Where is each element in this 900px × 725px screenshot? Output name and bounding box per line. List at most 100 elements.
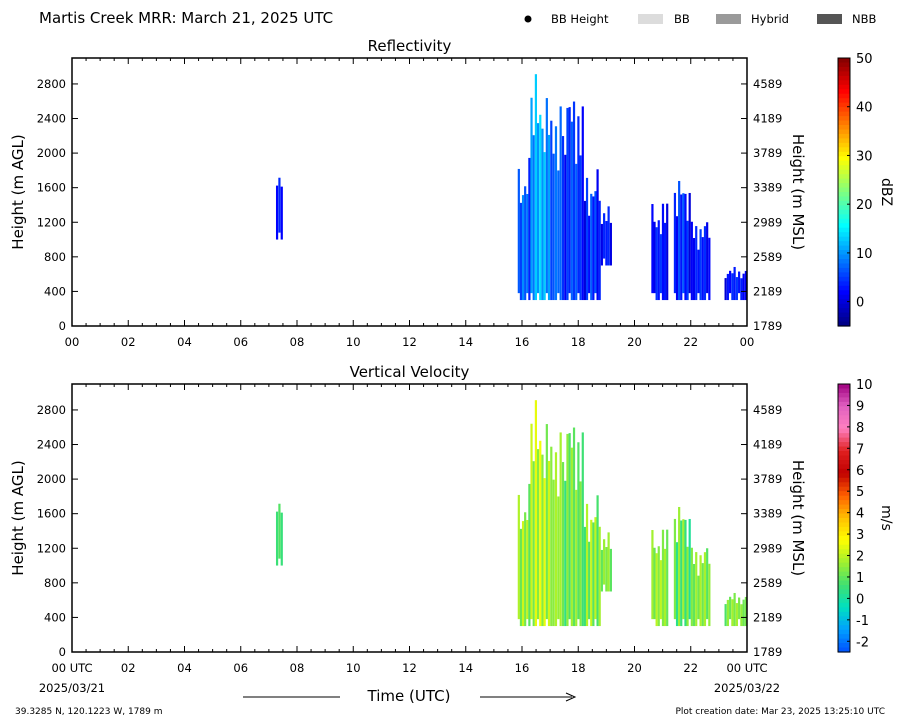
velocity-colorbar-segment [838, 629, 850, 635]
velocity-y-tick-label: 2000 [37, 472, 66, 486]
reflectivity-x-tick-label: 04 [177, 335, 192, 349]
reflectivity-echo-streak [550, 120, 553, 301]
velocity-echo-streak [536, 449, 540, 620]
velocity-y2-tick-label: 2589 [753, 576, 782, 590]
reflectivity-colorbar-segment [838, 223, 850, 229]
reflectivity-echo-streak [278, 177, 281, 233]
reflectivity-colorbar-label: dBZ [878, 178, 894, 206]
velocity-echo-streak [603, 539, 606, 585]
velocity-echo-streak [726, 599, 729, 627]
velocity-echo-streak [581, 432, 584, 627]
velocity-echo-streak [594, 517, 597, 620]
reflectivity-colorbar-segment [838, 71, 850, 77]
velocity-echo-streak [688, 518, 691, 620]
reflectivity-x-tick-label: 06 [233, 335, 248, 349]
reflectivity-echo-streak [275, 185, 279, 240]
velocity-echo [530, 400, 551, 627]
reflectivity-colorbar-segment [838, 303, 850, 309]
velocity-echo-streak [675, 542, 679, 627]
reflectivity-echo-streak [682, 193, 685, 294]
reflectivity-colorbar-segment [838, 227, 850, 233]
reflectivity-echo [517, 157, 531, 301]
velocity-y-tick-label: 0 [59, 645, 66, 659]
velocity-colorbar-segment [838, 571, 850, 577]
figure-title: Martis Creek MRR: March 21, 2025 UTC [39, 9, 333, 27]
reflectivity-colorbar-segment [838, 80, 850, 86]
velocity-echo-streak [561, 462, 565, 627]
reflectivity-colorbar-segment [838, 147, 850, 153]
velocity-y-tick-label: 2800 [37, 403, 66, 417]
reflectivity-echo-streak [547, 134, 551, 301]
reflectivity-echo-streak [564, 154, 567, 301]
reflectivity-echo-streak [572, 101, 576, 301]
velocity-echo [651, 529, 669, 627]
reflectivity-x-tick-label: 14 [458, 335, 473, 349]
reflectivity-colorbar-segment [838, 98, 850, 104]
reflectivity-colorbar-segment [838, 317, 850, 323]
velocity-colorbar-segment [838, 504, 850, 510]
velocity-echo-streak [659, 560, 662, 620]
reflectivity-echo-streak [596, 169, 599, 301]
reflectivity-echo-streak [661, 203, 665, 301]
velocity-y-tick-label: 1600 [37, 507, 66, 521]
velocity-echo-streak [738, 597, 741, 620]
velocity-colorbar-segment [838, 549, 850, 555]
velocity-echo-streak [733, 592, 736, 627]
reflectivity-colorbar: 0 10 20 30 40 50 [837, 52, 873, 327]
velocity-echo-streak [666, 529, 669, 627]
velocity-x-tick-label: 00 UTC [726, 661, 767, 675]
reflectivity-echo-streak [517, 168, 520, 294]
velocity-echo-streak [697, 575, 700, 620]
reflectivity-y2-axis-label: Height (m MSL) [789, 134, 807, 250]
velocity-colorbar-segment [838, 433, 850, 439]
reflectivity-y-tick-label: 1600 [37, 181, 66, 195]
velocity-colorbar-tick-label: 8 [856, 421, 864, 436]
reflectivity-colorbar-tick-label: 50 [856, 52, 873, 67]
reflectivity-x-tick-label: 18 [571, 335, 586, 349]
velocity-x-tick-label: 20 [627, 661, 642, 675]
reflectivity-y2-tick-label: 3389 [753, 181, 782, 195]
velocity-x-tick-label: 14 [458, 661, 473, 675]
velocity-colorbar-segment [838, 397, 850, 403]
reflectivity-colorbar-segment [838, 133, 850, 139]
velocity-echo-streak [708, 563, 711, 627]
velocity-colorbar-segment [838, 558, 850, 564]
velocity-colorbar-tick-label: 7 [856, 442, 864, 457]
velocity-x-tick-label: 02 [121, 661, 136, 675]
reflectivity-echo-streak [695, 226, 698, 301]
reflectivity-echo-streak [598, 200, 601, 301]
reflectivity-x-tick-label: 16 [515, 335, 530, 349]
reflectivity-echo [583, 169, 601, 301]
velocity-colorbar-segment [838, 531, 850, 537]
velocity-echo-streak [530, 423, 533, 620]
velocity-x-tick-label: 04 [177, 661, 192, 675]
velocity-echo-streak [701, 563, 704, 627]
reflectivity-y2-tick-label: 2189 [753, 284, 782, 298]
velocity-echo-streak [577, 442, 580, 620]
reflectivity-echo-streak [609, 222, 612, 266]
velocity-echo-streak [663, 548, 667, 627]
velocity-echo-streak [590, 519, 593, 627]
reflectivity-colorbar-segment [838, 218, 850, 224]
reflectivity-echo-streak [659, 234, 662, 294]
reflectivity-echo-streak [530, 97, 533, 294]
legend-bb-height-label: BB Height [551, 12, 609, 26]
velocity-echo-streak [661, 529, 665, 627]
reflectivity-echo-streak [583, 200, 587, 301]
velocity-echo-streak [550, 446, 553, 627]
reflectivity-echo-streak [688, 192, 691, 294]
reflectivity-colorbar-segment [838, 267, 850, 273]
velocity-colorbar-segment [838, 419, 850, 425]
reflectivity-echo-streak [588, 215, 591, 294]
reflectivity-echo [690, 221, 711, 301]
velocity-echo-streak [588, 541, 591, 620]
velocity-echo-streak [539, 440, 542, 627]
velocity-echo-streak [596, 495, 599, 627]
velocity-echo-streak [543, 478, 546, 627]
reflectivity-colorbar-segment [838, 245, 850, 251]
legend-nbb-swatch [817, 14, 842, 24]
reflectivity-colorbar-segment [838, 125, 850, 131]
velocity-colorbar-segment [838, 513, 850, 519]
velocity-colorbar-segment [838, 392, 850, 398]
velocity-echo-streak [609, 548, 612, 592]
